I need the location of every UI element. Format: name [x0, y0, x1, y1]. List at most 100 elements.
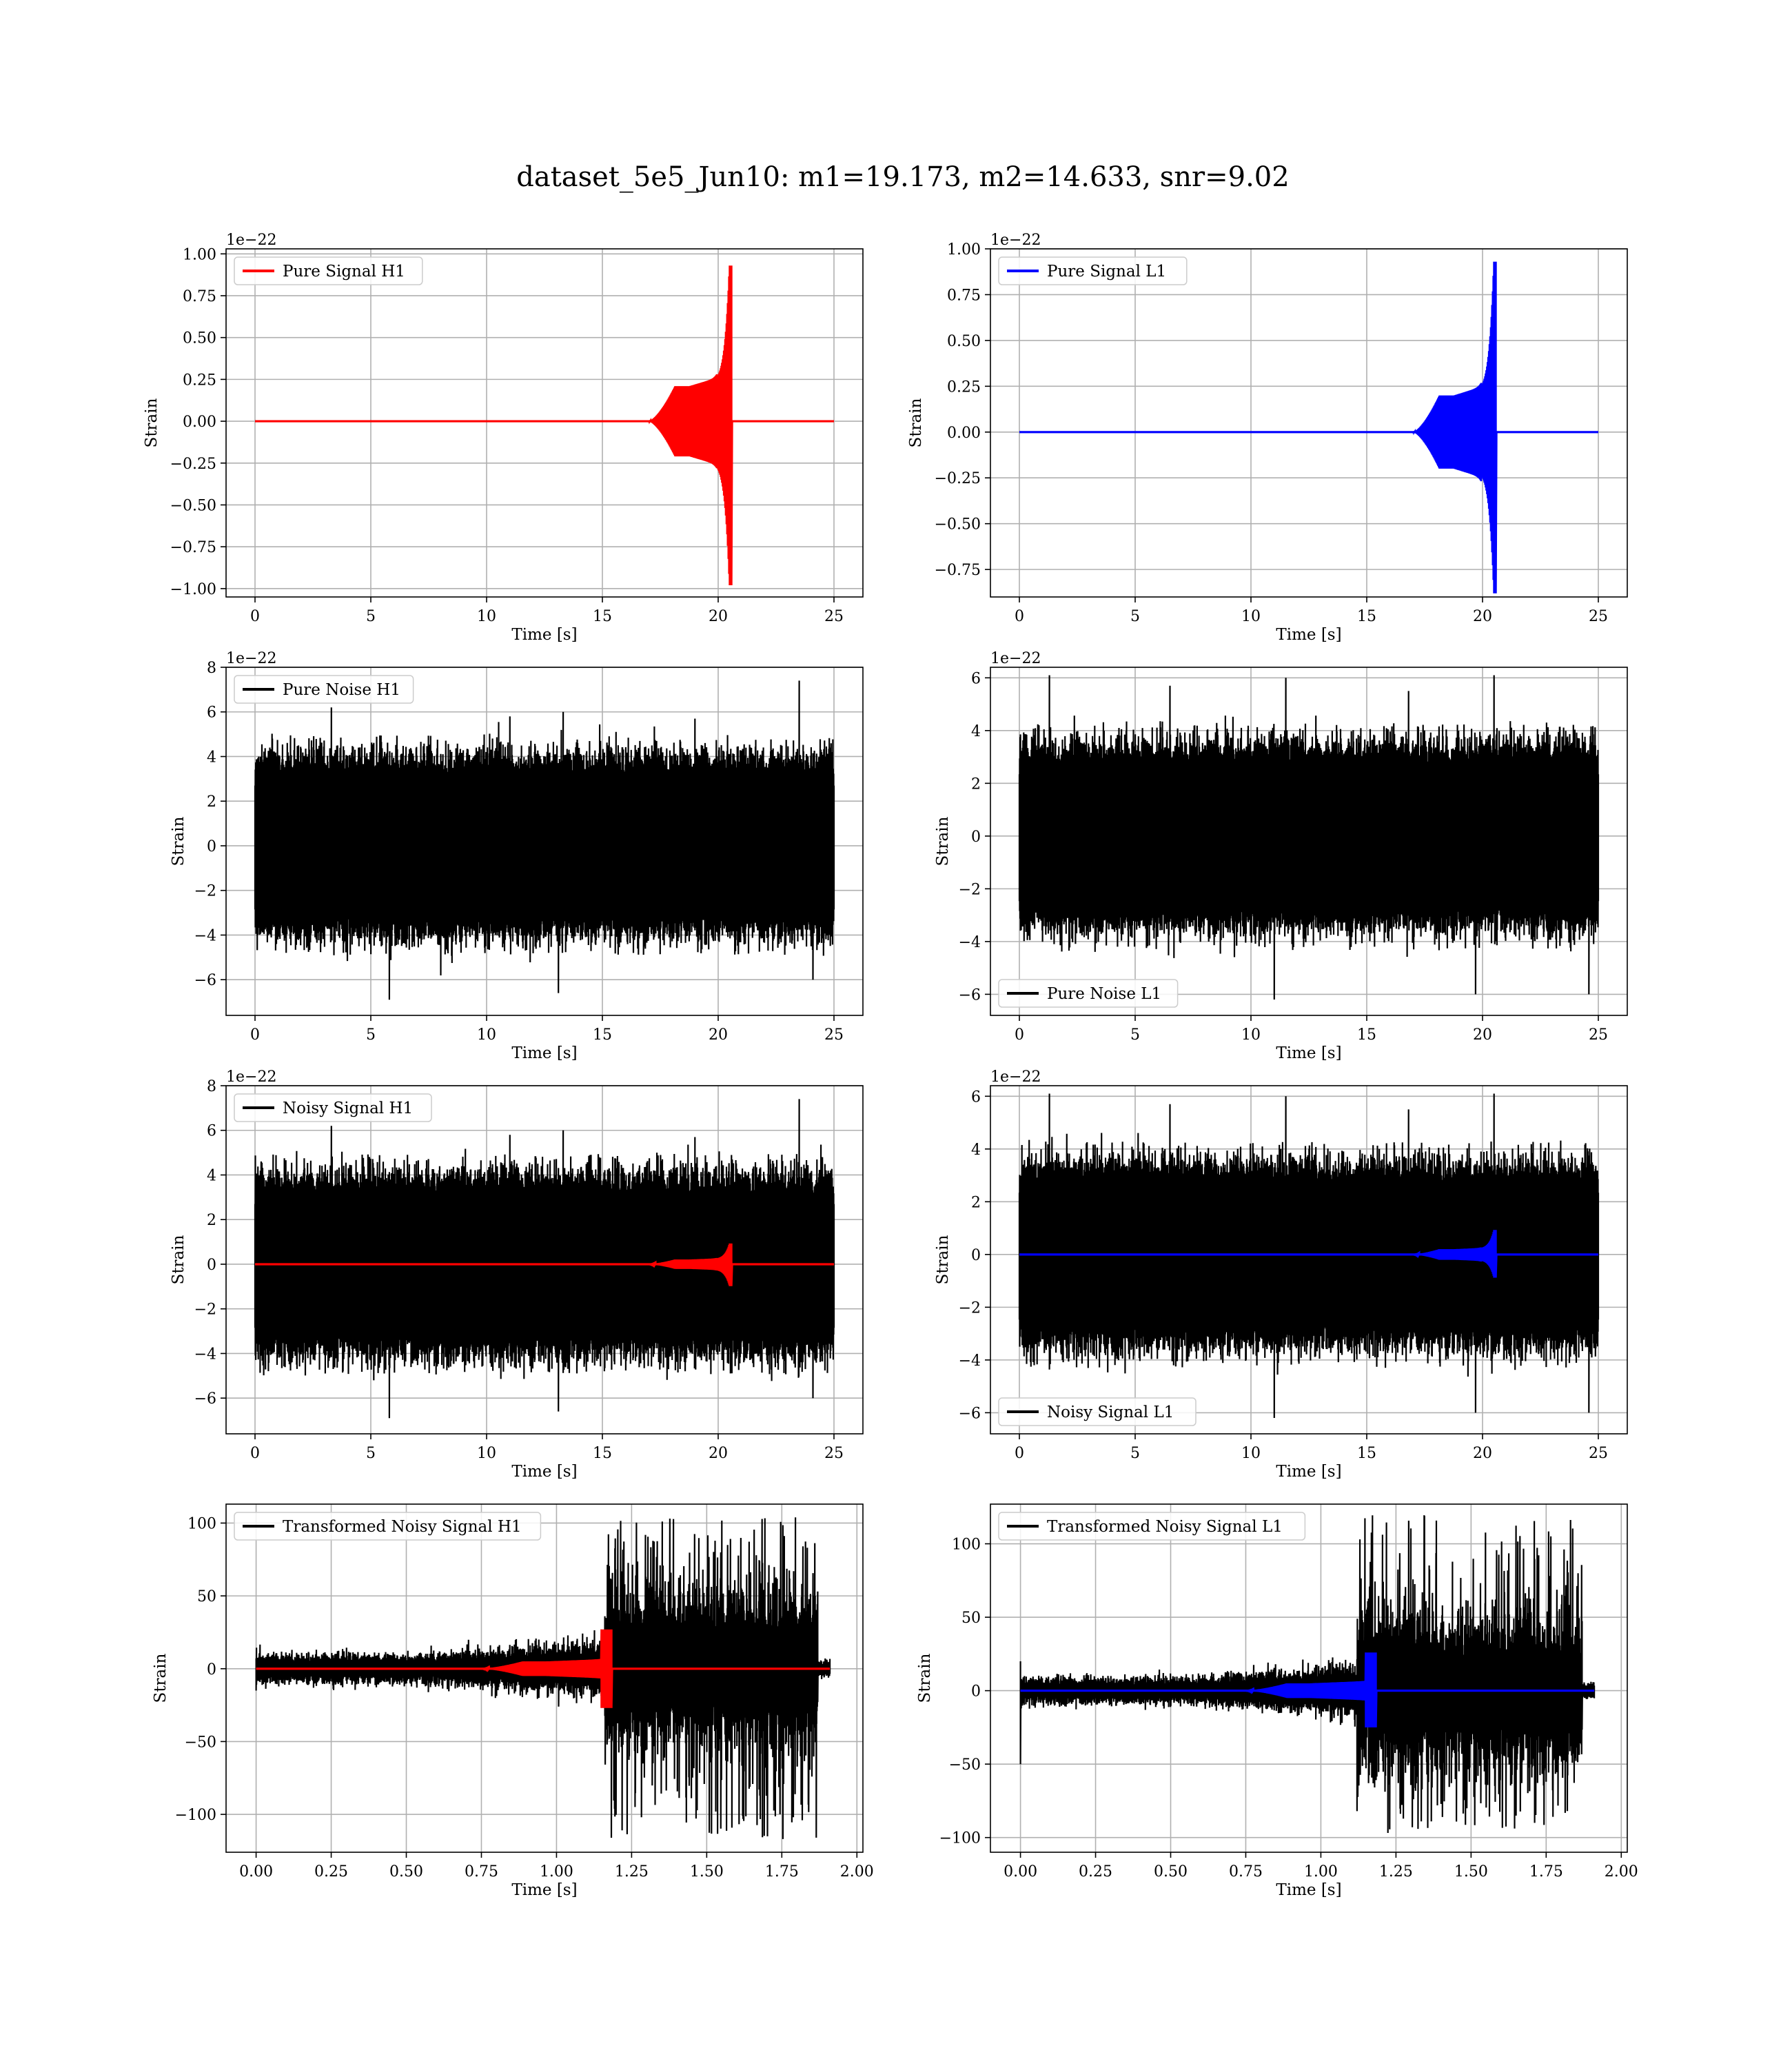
- x-tick-label: 0.00: [239, 1863, 273, 1881]
- x-tick-label: 20: [1473, 608, 1492, 625]
- x-tick-label: 1.00: [540, 1863, 573, 1881]
- axis-offset-label: 1e−22: [990, 232, 1041, 249]
- y-tick-label: −2: [194, 1301, 216, 1319]
- x-axis-label: Time [s]: [1276, 626, 1341, 644]
- y-tick-label: −50: [949, 1756, 981, 1774]
- y-tick-label: 2: [207, 1212, 216, 1229]
- y-tick-label: −4: [959, 934, 981, 951]
- x-axis-label: Time [s]: [511, 1881, 577, 1899]
- y-tick-label: 0.75: [947, 287, 981, 304]
- subplot-pure-signal-h1: 0 5 10 15 20 25 1.00 0.75 0.50 0.25 0.00 −0.25 −0.50…: [143, 232, 864, 644]
- x-axis-label: Time [s]: [511, 1463, 577, 1481]
- axis-offset-label: 1e−22: [226, 1068, 276, 1086]
- y-tick-label: −100: [939, 1830, 981, 1847]
- x-tick-label: 10: [1241, 1026, 1261, 1044]
- y-tick-label: 100: [187, 1515, 216, 1532]
- y-tick-label: −0.75: [935, 562, 981, 579]
- figure-title: dataset_5e5_Jun10: m1=19.173, m2=14.633,…: [516, 161, 1289, 193]
- legend-frame: [998, 1397, 1197, 1426]
- legend-frame: [998, 1512, 1306, 1541]
- x-tick-label: 1.25: [1379, 1863, 1413, 1881]
- legend: Pure Signal L1: [998, 256, 1188, 285]
- plot-area: [1018, 1093, 1600, 1419]
- y-tick-label: 0: [207, 1661, 216, 1679]
- legend-frame: [234, 256, 423, 285]
- x-tick-label: 20: [1473, 1026, 1492, 1044]
- x-tick-label: 1.50: [1454, 1863, 1488, 1881]
- legend-frame: [234, 675, 414, 704]
- x-tick-label: 20: [1473, 1445, 1492, 1462]
- y-tick-label: −6: [959, 986, 981, 1004]
- plot-area: [1018, 675, 1600, 1000]
- x-tick-label: 0.75: [465, 1863, 498, 1881]
- x-tick-label: 25: [824, 1026, 844, 1044]
- x-tick-label: 15: [1357, 608, 1376, 625]
- x-tick-label: 1.75: [1529, 1863, 1563, 1881]
- grid: [990, 248, 1627, 597]
- y-tick-label: −50: [185, 1734, 216, 1751]
- legend: Transformed Noisy Signal H1: [234, 1512, 542, 1541]
- y-tick-label: 2: [971, 1194, 981, 1211]
- x-axis-label: Time [s]: [511, 626, 577, 644]
- x-axis-label: Time [s]: [1276, 1881, 1341, 1899]
- x-tick-label: 0: [250, 1445, 260, 1462]
- series-pure-noise-h1: [254, 680, 835, 1000]
- x-tick-label: 0.75: [1229, 1863, 1263, 1881]
- legend: Pure Signal H1: [234, 256, 423, 285]
- x-tick-label: 0.25: [1079, 1863, 1112, 1881]
- y-tick-label: 1.00: [947, 241, 981, 258]
- y-tick-label: 0.50: [947, 333, 981, 350]
- y-tick-label: 0: [971, 1683, 981, 1701]
- y-tick-label: 100: [952, 1537, 981, 1554]
- x-tick-label: 5: [366, 1445, 376, 1462]
- y-axis-label: Strain: [152, 1653, 170, 1703]
- x-tick-label: 0: [250, 608, 260, 625]
- subplot-pure-signal-l1: 0 5 10 15 20 25 1.00 0.75 0.50 0.25 0.00 −0.25 −0.50…: [907, 232, 1628, 644]
- y-axis-label: Strain: [170, 1235, 187, 1284]
- y-tick-label: 4: [971, 1142, 981, 1159]
- y-tick-label: 0.25: [183, 372, 216, 389]
- axis-offset-label: 1e−22: [990, 1068, 1041, 1086]
- y-tick-label: 4: [971, 723, 981, 740]
- y-tick-label: −0.75: [170, 539, 216, 556]
- axes-frame: [225, 1503, 864, 1853]
- y-axis-label: Strain: [170, 816, 187, 866]
- x-axis-label: Time [s]: [1276, 1463, 1341, 1481]
- x-tick-label: 25: [824, 1445, 844, 1462]
- legend-entry: Pure Noise L1: [1047, 985, 1161, 1003]
- x-tick-label: 0.50: [389, 1863, 423, 1881]
- y-tick-label: 6: [971, 670, 981, 687]
- plot-area: [255, 1517, 831, 1839]
- y-tick-label: 0: [207, 1257, 216, 1274]
- y-tick-label: 6: [207, 704, 216, 722]
- x-tick-label: 10: [477, 1445, 496, 1462]
- y-tick-label: −100: [175, 1807, 216, 1824]
- x-tick-label: 10: [1241, 1445, 1261, 1462]
- legend: Transformed Noisy Signal L1: [998, 1512, 1306, 1541]
- x-axis-label: Time [s]: [511, 1044, 577, 1062]
- series-noisy-signal-l1: [1018, 1093, 1600, 1419]
- y-tick-label: −6: [194, 972, 216, 989]
- legend: Pure Noise L1: [998, 979, 1179, 1008]
- y-tick-label: −4: [959, 1352, 981, 1370]
- plot-area: [254, 1099, 835, 1419]
- y-tick-label: 8: [207, 660, 216, 677]
- x-tick-label: 0: [1015, 608, 1024, 625]
- y-tick-label: 50: [197, 1588, 216, 1605]
- y-axis-label: Strain: [907, 398, 925, 447]
- x-tick-label: 0.00: [1004, 1863, 1037, 1881]
- x-tick-label: 0: [1015, 1445, 1024, 1462]
- x-tick-label: 10: [477, 1026, 496, 1044]
- x-tick-label: 2.00: [840, 1863, 874, 1881]
- x-tick-label: 25: [1589, 608, 1608, 625]
- x-tick-label: 0.25: [314, 1863, 348, 1881]
- y-tick-label: −6: [194, 1390, 216, 1408]
- y-tick-label: 6: [971, 1088, 981, 1106]
- x-tick-label: 2.00: [1605, 1863, 1638, 1881]
- legend-entry: Noisy Signal H1: [283, 1099, 413, 1117]
- x-tick-label: 5: [1130, 1445, 1140, 1462]
- x-tick-label: 0.50: [1154, 1863, 1188, 1881]
- plot-area: [254, 680, 835, 1000]
- y-tick-label: 2: [971, 776, 981, 793]
